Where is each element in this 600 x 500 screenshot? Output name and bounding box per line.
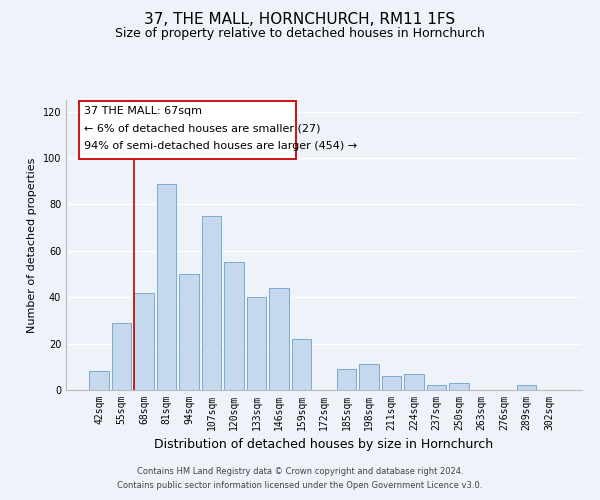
- Bar: [134, 292, 154, 390]
- Bar: [517, 386, 536, 390]
- Bar: [247, 297, 266, 390]
- Bar: [224, 262, 244, 390]
- Text: 94% of semi-detached houses are larger (454) →: 94% of semi-detached houses are larger (…: [84, 140, 357, 150]
- Bar: [337, 369, 356, 390]
- Text: Size of property relative to detached houses in Hornchurch: Size of property relative to detached ho…: [115, 28, 485, 40]
- Bar: [202, 216, 221, 390]
- Text: 37 THE MALL: 67sqm: 37 THE MALL: 67sqm: [84, 106, 202, 116]
- Y-axis label: Number of detached properties: Number of detached properties: [27, 158, 37, 332]
- Bar: [89, 372, 109, 390]
- Text: Contains public sector information licensed under the Open Government Licence v3: Contains public sector information licen…: [118, 481, 482, 490]
- Bar: [292, 339, 311, 390]
- Bar: [382, 376, 401, 390]
- Text: Contains HM Land Registry data © Crown copyright and database right 2024.: Contains HM Land Registry data © Crown c…: [137, 467, 463, 476]
- Bar: [179, 274, 199, 390]
- Bar: [427, 386, 446, 390]
- Bar: [269, 288, 289, 390]
- Bar: [404, 374, 424, 390]
- Bar: [449, 383, 469, 390]
- Text: ← 6% of detached houses are smaller (27): ← 6% of detached houses are smaller (27): [84, 123, 320, 133]
- Bar: [157, 184, 176, 390]
- Bar: [359, 364, 379, 390]
- Bar: [112, 322, 131, 390]
- X-axis label: Distribution of detached houses by size in Hornchurch: Distribution of detached houses by size …: [154, 438, 494, 452]
- Text: 37, THE MALL, HORNCHURCH, RM11 1FS: 37, THE MALL, HORNCHURCH, RM11 1FS: [145, 12, 455, 28]
- FancyBboxPatch shape: [79, 102, 296, 160]
